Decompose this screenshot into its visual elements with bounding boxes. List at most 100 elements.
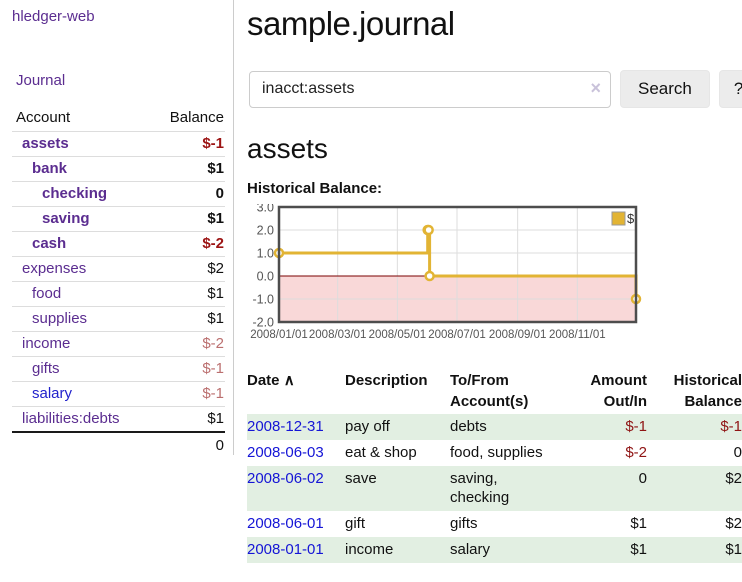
account-row: supplies $1 xyxy=(12,306,225,332)
account-balance: $1 xyxy=(149,206,225,232)
transaction-row: 2008-01-01 income salary $1 $1 xyxy=(247,537,742,563)
account-row: liabilities:debts $1 xyxy=(12,406,225,432)
account-balance: $1 xyxy=(149,306,225,332)
header-balance: Historical Balance xyxy=(673,372,742,410)
header-date[interactable]: Date ∧ xyxy=(247,372,295,389)
sidebar-account-checking[interactable]: checking xyxy=(42,185,108,202)
txn-accounts-cell: debts xyxy=(450,414,568,440)
app-brand-link[interactable]: hledger-web xyxy=(12,8,95,25)
txn-amount-cell: $-1 xyxy=(568,414,647,440)
txn-balance-cell: 0 xyxy=(733,444,742,461)
txn-date-cell: 2008-06-03 xyxy=(247,440,345,466)
accounts-header-balance: Balance xyxy=(169,109,224,126)
txn-amount-cell: $1 xyxy=(568,537,647,563)
header-description: Description xyxy=(345,372,428,389)
txn-description-cell: pay off xyxy=(345,414,450,440)
account-heading: assets xyxy=(247,133,328,164)
txn-description-cell: income xyxy=(345,537,450,563)
transaction-row: 2008-06-02 save saving, checking 0 $2 xyxy=(247,466,742,511)
txn-date-link[interactable]: 2008-06-01 xyxy=(247,515,324,532)
help-button[interactable]: ? xyxy=(718,70,742,108)
y-tick-label: 3.0 xyxy=(257,204,274,215)
txn-date-cell: 2008-06-01 xyxy=(247,511,345,537)
txn-amount-cell: 0 xyxy=(568,466,647,511)
txn-description-cell: save xyxy=(345,466,450,511)
sort-ascending-icon: ∧ xyxy=(283,372,295,389)
account-balance: $-1 xyxy=(149,381,225,407)
txn-balance-cell: $-1 xyxy=(647,414,742,440)
x-tick-label: 2008/07/01 xyxy=(428,329,486,341)
clear-search-icon[interactable]: × xyxy=(590,77,601,98)
txn-date-link[interactable]: 2008-12-31 xyxy=(247,418,324,435)
account-row: assets $-1 xyxy=(12,131,225,157)
txn-description-cell: eat & shop xyxy=(345,444,417,461)
transaction-row: 2008-06-03 eat & shop food, supplies $-2 0 xyxy=(247,440,742,466)
accounts-table: Account Balance assets $-1 bank $1 checking 0… xyxy=(12,105,225,458)
sidebar-item-journal[interactable]: Journal xyxy=(16,72,66,89)
account-balance: $-1 xyxy=(149,356,225,382)
sidebar-account-assets[interactable]: assets xyxy=(22,135,69,152)
y-tick-label: 1.0 xyxy=(257,247,274,261)
header-accounts: To/From Account(s) xyxy=(450,372,529,410)
account-row: gifts $-1 xyxy=(12,356,225,382)
account-balance: 0 xyxy=(149,181,225,207)
account-row: food $1 xyxy=(12,281,225,307)
sidebar-account-cash[interactable]: cash xyxy=(32,235,67,252)
y-tick-label: -2.0 xyxy=(252,316,274,330)
txn-balance-cell: $1 xyxy=(647,537,742,563)
sidebar-account-food[interactable]: food xyxy=(32,285,62,302)
account-row: income $-2 xyxy=(12,331,225,357)
account-balance: $2 xyxy=(149,256,225,282)
sidebar-account-gifts[interactable]: gifts xyxy=(32,360,60,377)
sidebar-account-expenses[interactable]: expenses xyxy=(22,260,87,277)
sidebar: hledger-web Journal Account Balance asse… xyxy=(0,0,234,458)
transactions-table: Date ∧ Description To/From Account(s) Amo… xyxy=(247,368,742,563)
account-row: bank $1 xyxy=(12,156,225,182)
sidebar-account-salary[interactable]: salary xyxy=(32,385,73,402)
search-input[interactable] xyxy=(249,70,611,108)
sidebar-account-income[interactable]: income xyxy=(22,335,71,352)
txn-date-link[interactable]: 2008-06-03 xyxy=(247,444,324,461)
account-row: saving $1 xyxy=(12,206,225,232)
txn-balance-cell: $2 xyxy=(725,515,742,532)
txn-accounts-cell: food, supplies xyxy=(450,444,543,461)
txn-accounts-cell: saving, checking xyxy=(450,466,568,511)
account-row: expenses $2 xyxy=(12,256,225,282)
txn-accounts-cell: salary xyxy=(450,537,568,563)
main-content: sample.journal × Search ? assets Histori… xyxy=(234,0,742,563)
page-title: sample.journal xyxy=(247,5,455,42)
header-amount: Amount Out/In xyxy=(590,372,647,410)
transaction-row: 2008-06-01 gift gifts $1 $2 xyxy=(247,511,742,537)
sidebar-account-bank[interactable]: bank xyxy=(32,160,68,177)
chart-label: Historical Balance: xyxy=(247,180,383,197)
accounts-total-row: 0 xyxy=(12,431,225,458)
txn-date-link[interactable]: 2008-06-02 xyxy=(247,470,324,487)
account-balance: $-1 xyxy=(149,131,225,157)
txn-description-cell: gift xyxy=(345,515,366,532)
legend-swatch xyxy=(611,211,626,226)
x-tick-label: 2008/11/01 xyxy=(549,329,606,341)
accounts-header-account: Account xyxy=(16,109,71,126)
transactions-header-row: Date ∧ Description To/From Account(s) Amo… xyxy=(247,368,742,414)
transaction-row: 2008-12-31 pay off debts $-1 $-1 xyxy=(247,414,742,440)
accounts-table-body: assets $-1 bank $1 checking 0 saving $1 cash $-2 e… xyxy=(12,131,225,432)
search-bar: × Search ? xyxy=(249,70,742,108)
txn-date-cell: 2008-06-02 xyxy=(247,466,345,511)
plot-border xyxy=(277,205,638,324)
txn-date-cell: 2008-12-31 xyxy=(247,414,345,440)
sidebar-account-saving[interactable]: saving xyxy=(42,210,90,227)
sidebar-account-supplies[interactable]: supplies xyxy=(32,310,88,327)
txn-date-link[interactable]: 2008-01-01 xyxy=(247,541,324,558)
sidebar-account-liabilities-debts[interactable]: liabilities:debts xyxy=(22,410,120,427)
txn-date-cell: 2008-01-01 xyxy=(247,537,345,563)
transactions-table-body: 2008-12-31 pay off debts $-1 $-1 2008-06-03 ea… xyxy=(247,414,742,563)
x-tick-label: 2008/01/01 xyxy=(250,329,308,341)
txn-amount-cell: $1 xyxy=(630,515,647,532)
account-balance: $1 xyxy=(149,406,225,432)
legend-label: $ xyxy=(627,211,635,226)
txn-balance-cell: $2 xyxy=(647,466,742,511)
y-tick-label: 2.0 xyxy=(257,224,274,238)
search-button[interactable]: Search xyxy=(620,70,710,108)
account-balance: $-2 xyxy=(149,331,225,357)
